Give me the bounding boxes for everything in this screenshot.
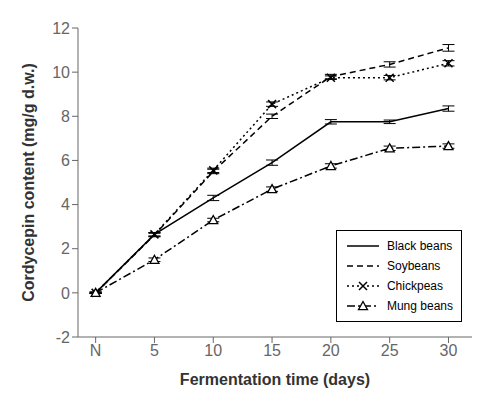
svg-text:15: 15 xyxy=(263,342,281,359)
svg-text:Fermentation time (days): Fermentation time (days) xyxy=(180,371,370,388)
svg-text:20: 20 xyxy=(322,342,340,359)
svg-text:2: 2 xyxy=(61,240,70,257)
html-text:Mung beans: Mung beans xyxy=(387,299,453,313)
html-text:Black beans: Black beans xyxy=(387,239,453,253)
svg-text:Cordycepin content (mg/g d.w.): Cordycepin content (mg/g d.w.) xyxy=(20,63,37,302)
svg-text:0: 0 xyxy=(61,285,70,302)
svg-text:25: 25 xyxy=(381,342,399,359)
html-text:Chickpeas: Chickpeas xyxy=(387,279,443,293)
svg-text:4: 4 xyxy=(61,196,70,213)
svg-text:10: 10 xyxy=(52,64,70,81)
svg-text:8: 8 xyxy=(61,108,70,125)
svg-text:5: 5 xyxy=(150,342,159,359)
svg-text:N: N xyxy=(90,342,102,359)
svg-text:-2: -2 xyxy=(56,329,70,346)
svg-text:10: 10 xyxy=(204,342,222,359)
html-text:Soybeans: Soybeans xyxy=(387,259,441,273)
svg-text:6: 6 xyxy=(61,152,70,169)
svg-text:12: 12 xyxy=(52,20,70,37)
svg-text:30: 30 xyxy=(440,342,458,359)
